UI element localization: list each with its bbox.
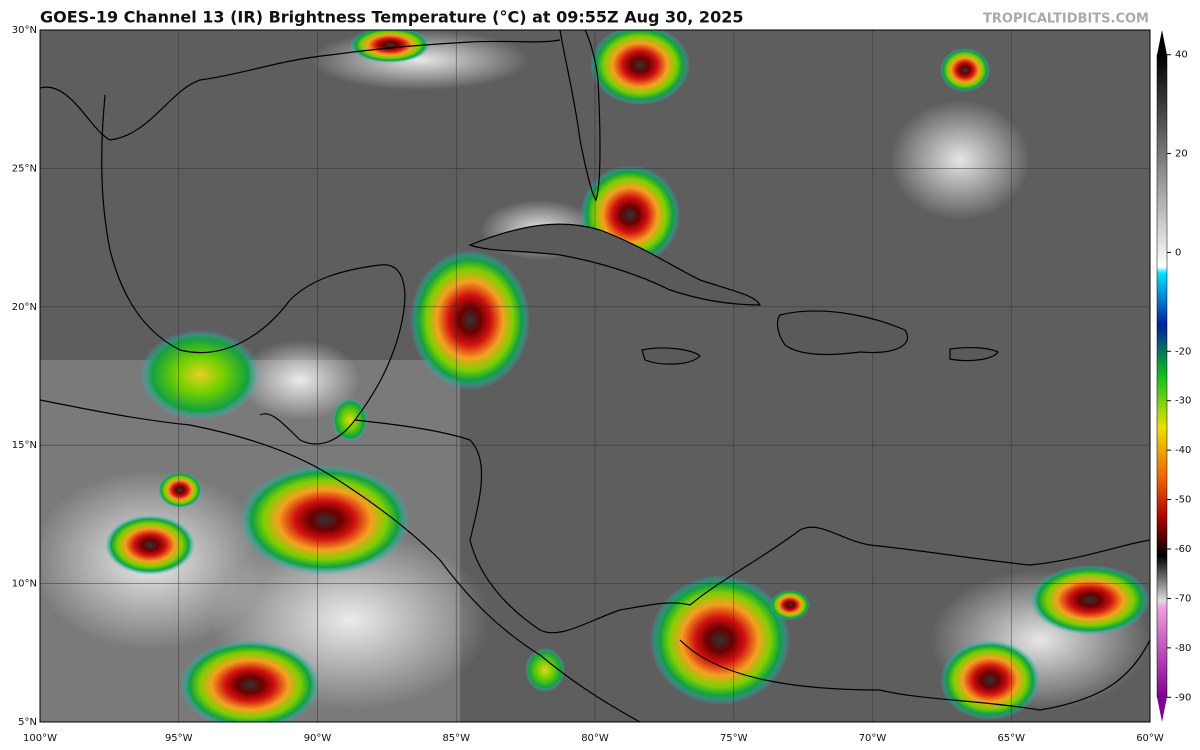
lat-label: 15°N xyxy=(12,440,37,451)
graticule xyxy=(40,30,1150,722)
lon-label: 90°W xyxy=(304,733,332,744)
lon-label: 85°W xyxy=(442,733,470,744)
map-labels: 30°N 25°N 20°N 15°N 10°N 5°N 100°W 95°W 90°W 85°W… xyxy=(12,25,1164,744)
lon-label: 80°W xyxy=(581,733,609,744)
lon-label: 100°W xyxy=(23,733,57,744)
colorbar-tick-label: -40 xyxy=(1175,445,1191,456)
lon-label: 75°W xyxy=(720,733,748,744)
lat-label: 10°N xyxy=(12,579,37,590)
lat-label: 5°N xyxy=(18,717,37,728)
lon-label: 95°W xyxy=(165,733,193,744)
lat-label: 25°N xyxy=(12,163,37,174)
colorbar xyxy=(1156,30,1168,722)
colorbar-tick-label: -70 xyxy=(1175,593,1191,604)
colorbar-tick-label: -20 xyxy=(1175,346,1191,357)
colorbar-tick-label: -50 xyxy=(1175,495,1191,506)
colorbar-tick-label: -30 xyxy=(1175,396,1191,407)
coastlines xyxy=(40,30,1150,722)
lat-label: 30°N xyxy=(12,25,37,36)
map-frame xyxy=(39,29,1151,723)
colorbar-tick-label: 20 xyxy=(1175,149,1188,160)
colorbar-tick-label: -90 xyxy=(1175,692,1191,703)
colorbar-tick-label: 40 xyxy=(1175,50,1188,61)
colorbar-tick-label: -60 xyxy=(1175,544,1191,555)
lon-label: 70°W xyxy=(859,733,887,744)
site-name: TROPICALTIDBITS.COM xyxy=(983,12,1149,27)
colorbar-ticks: 40 20 0 -20 -30 -40 -50 -60 -70 -80 -90 xyxy=(1167,50,1191,703)
lat-label: 20°N xyxy=(12,302,37,313)
colorbar-tick-label: 0 xyxy=(1175,247,1181,258)
satellite-image xyxy=(40,30,1150,722)
colorbar-tick-label: -80 xyxy=(1175,643,1191,654)
lon-label: 60°W xyxy=(1136,733,1164,744)
title: GOES-19 Channel 13 (IR) Brightness Tempe… xyxy=(40,8,743,27)
lon-label: 65°W xyxy=(997,733,1025,744)
convection xyxy=(105,30,1150,722)
